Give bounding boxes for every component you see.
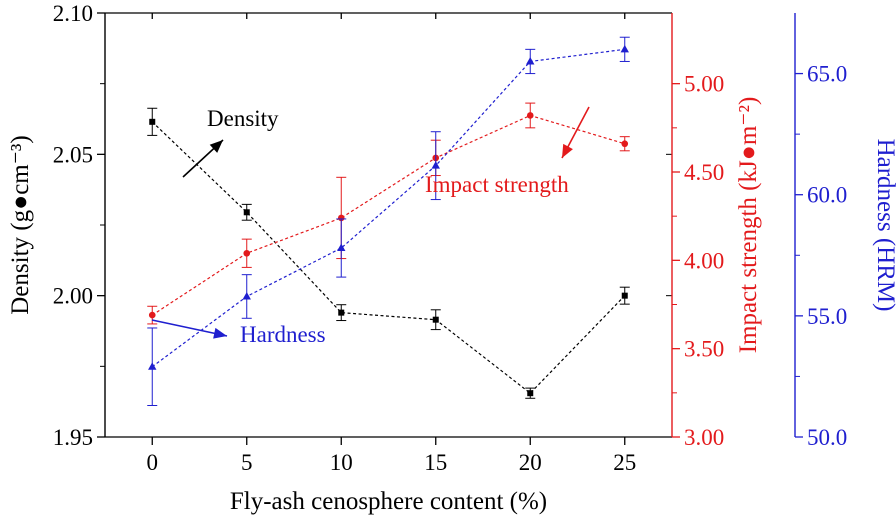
plot-frame bbox=[105, 12, 672, 438]
impact-strength-point bbox=[337, 214, 345, 222]
hardness-point bbox=[526, 56, 535, 65]
x-tick-label: 10 bbox=[330, 450, 353, 475]
impact-strength-annotation-label: Impact strength bbox=[425, 172, 569, 197]
hardness-point bbox=[242, 291, 251, 300]
hardness-axis: 50.0 55.0 60.0 65.0 Hardness (HRM) bbox=[794, 13, 896, 450]
density-annotation-label: Density bbox=[207, 106, 279, 131]
hardness-tick-label: 50.0 bbox=[807, 425, 847, 450]
density-point bbox=[527, 390, 534, 397]
annotations: Density Impact strength Hardness bbox=[151, 106, 590, 347]
x-axis: 0 5 10 15 20 25 Fly-ash cenosphere content (%) bbox=[147, 13, 636, 515]
x-tick-label: 20 bbox=[519, 450, 542, 475]
x-axis-label: Fly-ash cenosphere content (%) bbox=[230, 488, 547, 515]
density-arrow-head bbox=[209, 140, 223, 153]
impact-strength-point bbox=[148, 311, 156, 319]
hardness-axis-label: Hardness (HRM) bbox=[872, 139, 896, 312]
x-tick-label: 15 bbox=[424, 450, 447, 475]
hardness-point bbox=[620, 44, 629, 53]
impact-strength-point bbox=[526, 112, 534, 119]
density-axis: 1.95 2.00 2.05 2.10 Density (g●cm⁻³) bbox=[7, 1, 672, 450]
density-tick-label: 2.05 bbox=[53, 142, 93, 167]
hardness-tick-label: 60.0 bbox=[807, 183, 847, 208]
density-tick-label: 2.10 bbox=[53, 1, 93, 26]
density-tick-label: 1.95 bbox=[53, 425, 93, 450]
impact-strength-point bbox=[621, 140, 629, 148]
impact-strength-tick-label: 3.50 bbox=[684, 337, 724, 362]
density-tick-label: 2.00 bbox=[53, 284, 93, 309]
density-point bbox=[338, 309, 345, 316]
density-line bbox=[151, 121, 626, 394]
impact-strength-tick-label: 3.00 bbox=[684, 425, 724, 450]
x-tick-label: 5 bbox=[241, 450, 253, 475]
hardness-annotation-label: Hardness bbox=[240, 322, 326, 347]
hardness-line bbox=[151, 48, 625, 368]
impact-strength-tick-label: 5.00 bbox=[684, 72, 724, 97]
hardness-arrow-head bbox=[213, 327, 227, 339]
impact-strength-axis-label: Impact strength (kJ●m⁻²) bbox=[735, 97, 762, 354]
density-axis-label: Density (g●cm⁻³) bbox=[7, 135, 34, 315]
impact-strength-arrow-head bbox=[562, 143, 573, 158]
hardness-point bbox=[148, 362, 157, 370]
impact-strength-axis: 3.00 3.50 4.00 4.50 5.00 Impact strength (kJ●… bbox=[671, 13, 762, 450]
x-tick-label: 0 bbox=[147, 450, 159, 475]
hardness-point bbox=[431, 161, 440, 169]
impact-strength-tick-label: 4.00 bbox=[684, 248, 724, 273]
series-group bbox=[147, 36, 630, 407]
density-point bbox=[432, 316, 439, 323]
hardness-tick-label: 55.0 bbox=[807, 304, 847, 329]
x-tick-label: 25 bbox=[613, 450, 636, 475]
density-point bbox=[621, 292, 628, 299]
hardness-tick-label: 65.0 bbox=[807, 62, 847, 87]
density-point bbox=[149, 118, 156, 125]
density-point bbox=[243, 209, 250, 216]
impact-strength-point bbox=[243, 249, 251, 257]
impact-strength-line bbox=[151, 114, 625, 316]
hardness-point bbox=[337, 243, 346, 252]
impact-strength-tick-label: 4.50 bbox=[684, 160, 724, 185]
